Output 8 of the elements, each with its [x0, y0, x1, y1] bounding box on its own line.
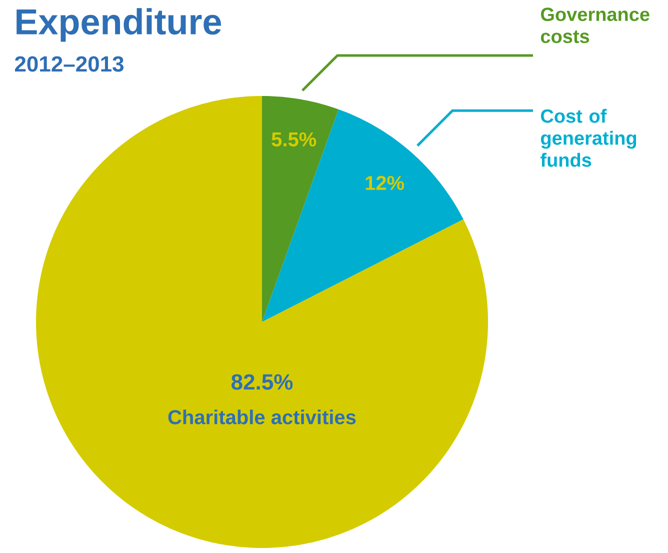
- data-label: 5.5%: [272, 132, 316, 146]
- data-label: 12%: [366, 176, 404, 190]
- slice-label: Governance costs: [540, 8, 650, 44]
- slice-label: Charitable activities: [168, 410, 356, 424]
- data-label: 82.5%: [232, 374, 293, 390]
- text: 2012–2013: [14, 56, 124, 72]
- chart-title: Expenditure: [16, 8, 222, 42]
- slice-label: Cost of generating funds: [540, 108, 636, 167]
